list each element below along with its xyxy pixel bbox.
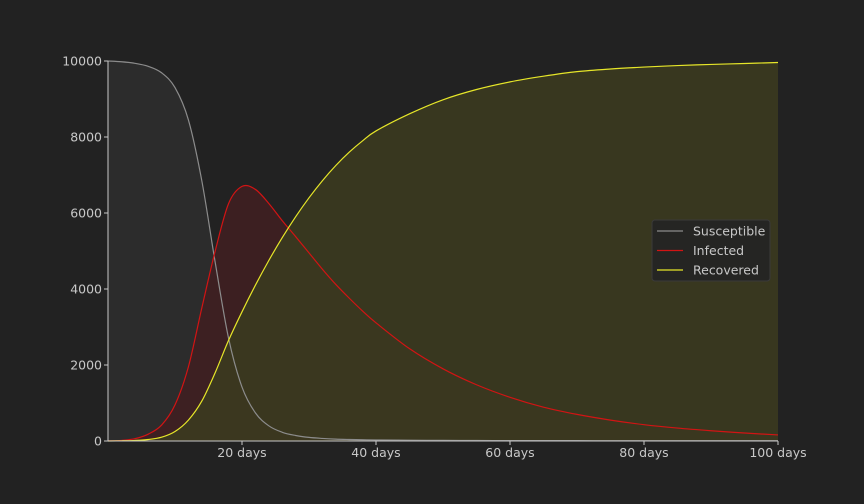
x-tick-label: 40 days — [351, 445, 400, 460]
axes: 0 2000 4000 6000 8000 10000 20 days 40 days 60 d… — [62, 54, 806, 461]
susceptible-area — [108, 61, 778, 441]
legend-label-recovered: Recovered — [693, 263, 759, 278]
x-tick-label: 20 days — [217, 445, 266, 460]
legend-label-infected: Infected — [693, 243, 744, 258]
x-tick-label: 80 days — [619, 445, 668, 460]
recovered-line — [107, 61, 779, 442]
y-tick-label: 8000 — [70, 130, 102, 145]
x-tick-label: 100 days — [749, 445, 806, 460]
infected-line — [107, 184, 779, 442]
y-tick-label: 0 — [94, 434, 102, 449]
y-tick-label: 4000 — [70, 282, 102, 297]
legend-box — [651, 219, 771, 282]
legend-label-susceptible: Susceptible — [693, 224, 766, 239]
legend: Susceptible Infected Recovered — [651, 219, 771, 282]
y-tick-label: 2000 — [70, 358, 102, 373]
y-tick-label: 10000 — [62, 54, 102, 69]
y-tick-label: 6000 — [70, 206, 102, 221]
recovered-area — [108, 62, 778, 442]
x-tick-label: 60 days — [485, 445, 534, 460]
